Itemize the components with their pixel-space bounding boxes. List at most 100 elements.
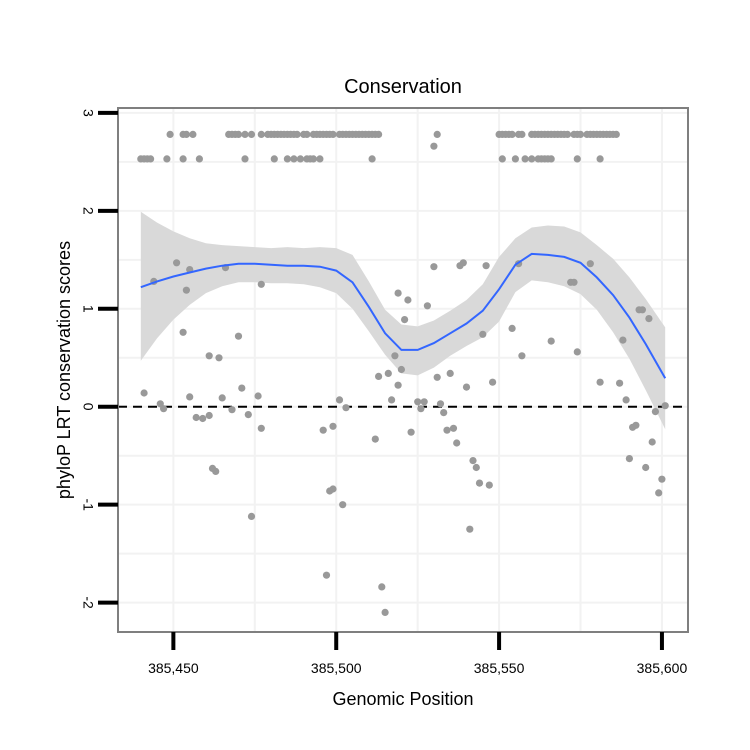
data-point	[384, 369, 392, 377]
data-point	[433, 373, 441, 381]
data-point	[182, 130, 190, 138]
data-point	[616, 379, 624, 387]
data-point	[140, 389, 148, 397]
data-point	[335, 396, 344, 404]
data-point	[612, 130, 620, 138]
data-point	[642, 463, 650, 472]
data-point	[446, 369, 454, 377]
y-tick-label: 1	[80, 305, 96, 313]
data-point	[166, 130, 174, 138]
smooth-line-layer	[140, 252, 667, 379]
data-point	[388, 396, 396, 404]
data-point	[485, 481, 493, 489]
data-point	[482, 262, 490, 270]
data-point	[518, 352, 526, 360]
data-point	[489, 378, 497, 386]
y-tick-label: 2	[80, 207, 96, 215]
data-point	[215, 354, 223, 362]
data-point	[511, 155, 519, 163]
data-point	[462, 383, 471, 391]
data-point	[179, 155, 187, 163]
data-point	[479, 330, 487, 338]
data-point	[179, 328, 187, 336]
data-point	[443, 426, 451, 434]
panel-border	[117, 107, 689, 633]
data-point	[316, 155, 324, 163]
data-point	[241, 155, 249, 163]
x-axis: 385,450 385,500 385,550 385,600	[148, 632, 687, 676]
x-tick-label: 385,500	[311, 660, 362, 676]
y-axis-label: phyloP LRT conservation scores	[54, 241, 74, 499]
data-point	[322, 571, 331, 579]
data-point	[270, 155, 278, 163]
data-point	[622, 396, 630, 404]
data-point	[244, 411, 252, 419]
data-point	[632, 421, 640, 429]
data-point	[329, 422, 337, 430]
data-point	[283, 155, 291, 163]
data-point	[234, 130, 243, 138]
data-point	[199, 414, 207, 423]
data-point	[453, 439, 461, 447]
data-point	[394, 289, 402, 297]
data-point	[371, 435, 379, 443]
data-point	[309, 155, 317, 163]
grid-lines	[118, 108, 688, 632]
data-point	[576, 130, 585, 138]
data-point	[619, 336, 627, 344]
data-point	[247, 130, 256, 138]
data-point	[192, 413, 200, 422]
points-layer	[137, 130, 669, 617]
data-point	[254, 392, 262, 400]
data-point	[205, 411, 213, 420]
x-axis-label: Genomic Position	[332, 689, 473, 709]
y-tick-label: -2	[80, 596, 96, 609]
x-tick-label: 385,600	[637, 660, 688, 676]
data-point	[420, 398, 428, 406]
data-point	[163, 155, 171, 163]
data-point	[378, 583, 386, 591]
data-point	[645, 315, 653, 323]
data-point	[586, 260, 594, 268]
data-point	[186, 393, 194, 401]
data-point	[296, 155, 304, 163]
data-point	[397, 365, 405, 374]
data-point	[326, 487, 334, 495]
data-point	[257, 130, 265, 138]
data-point	[401, 316, 409, 324]
confidence-band	[140, 211, 666, 430]
data-point	[655, 489, 663, 497]
data-point	[658, 475, 666, 483]
data-point	[440, 409, 448, 417]
data-point	[319, 426, 327, 434]
data-point	[436, 400, 445, 408]
data-point	[508, 324, 516, 332]
data-point	[430, 263, 438, 271]
data-point	[368, 155, 376, 163]
data-point	[394, 381, 402, 389]
data-point	[570, 278, 578, 286]
data-point	[469, 457, 477, 465]
data-point	[430, 142, 438, 150]
y-tick-label: 3	[80, 109, 96, 117]
y-axis: -2 -1 0 1 2 3	[80, 109, 118, 609]
data-point	[404, 296, 412, 304]
data-point	[293, 130, 301, 138]
data-point	[329, 130, 337, 138]
data-point	[661, 402, 669, 410]
data-point	[257, 424, 265, 432]
data-point	[241, 130, 249, 138]
data-point	[423, 302, 431, 310]
data-point	[257, 280, 265, 288]
data-point	[339, 501, 347, 509]
data-point	[160, 405, 168, 413]
data-point	[381, 608, 389, 617]
data-point	[247, 512, 256, 521]
data-point	[234, 332, 243, 340]
data-point	[218, 394, 226, 402]
smooth-line	[140, 252, 667, 379]
data-point	[449, 424, 458, 432]
data-point	[228, 406, 236, 414]
y-tick-label: 0	[80, 403, 96, 411]
